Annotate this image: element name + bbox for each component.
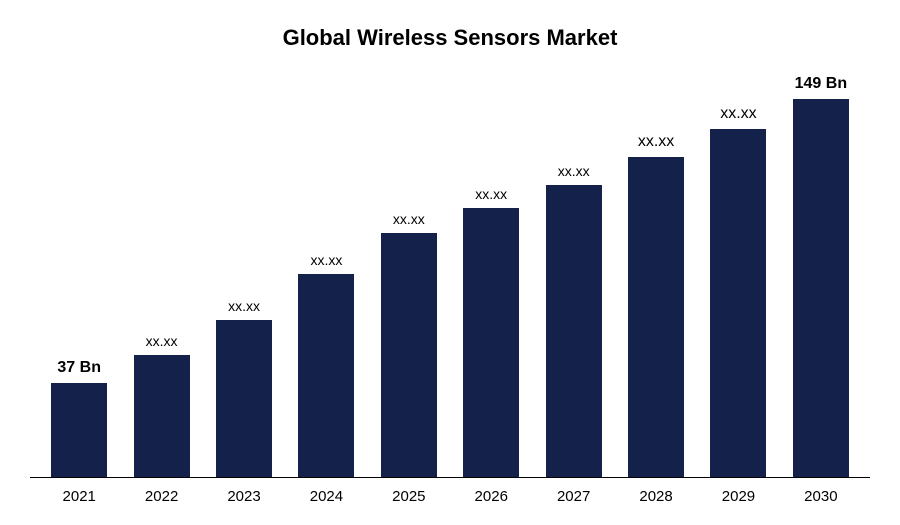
x-axis-tick: 2030	[780, 488, 862, 505]
bar-value-label: 149 Bn	[795, 75, 847, 93]
bar-group: xx.xx	[368, 71, 450, 477]
bar	[546, 185, 602, 477]
bar-group: xx.xx	[285, 71, 367, 477]
chart-container: Global Wireless Sensors Market 37 Bn xx.x…	[0, 0, 900, 525]
bar	[710, 129, 766, 477]
x-axis-tick: 2022	[120, 488, 202, 505]
bar	[51, 383, 107, 477]
bar	[134, 355, 190, 477]
bar-group: xx.xx	[450, 71, 532, 477]
x-axis-tick: 2027	[532, 488, 614, 505]
bar-value-label: xx.xx	[558, 163, 590, 179]
bar	[381, 233, 437, 477]
bar-value-label: xx.xx	[228, 298, 260, 314]
bar-group: xx.xx	[120, 71, 202, 477]
bar-group: 37 Bn	[38, 71, 120, 477]
bar	[793, 99, 849, 477]
bar-group: xx.xx	[203, 71, 285, 477]
bar-group: 149 Bn	[780, 71, 862, 477]
bar	[298, 274, 354, 477]
chart-area: 37 Bn xx.xx xx.xx xx.xx xx.xx xx.xx xx.xx xx.xx…	[30, 71, 870, 505]
bars-region: 37 Bn xx.xx xx.xx xx.xx xx.xx xx.xx xx.xx xx.xx…	[30, 71, 870, 478]
chart-title: Global Wireless Sensors Market	[30, 25, 870, 51]
bar-group: xx.xx	[697, 71, 779, 477]
bar	[216, 320, 272, 477]
bar-value-label: xx.xx	[720, 105, 756, 123]
bar-value-label: xx.xx	[475, 186, 507, 202]
bar-group: xx.xx	[532, 71, 614, 477]
bar-value-label: xx.xx	[638, 133, 674, 151]
x-axis-tick: 2023	[203, 488, 285, 505]
bar	[463, 208, 519, 477]
x-axis-tick: 2021	[38, 488, 120, 505]
bar-value-label: xx.xx	[393, 211, 425, 227]
x-axis: 2021202220232024202520262027202820292030	[30, 478, 870, 505]
x-axis-tick: 2028	[615, 488, 697, 505]
bar-value-label: xx.xx	[310, 252, 342, 268]
bar-value-label: 37 Bn	[57, 359, 101, 377]
bar	[628, 157, 684, 477]
x-axis-tick: 2024	[285, 488, 367, 505]
bar-value-label: xx.xx	[146, 333, 178, 349]
x-axis-tick: 2025	[368, 488, 450, 505]
x-axis-tick: 2026	[450, 488, 532, 505]
bar-group: xx.xx	[615, 71, 697, 477]
x-axis-tick: 2029	[697, 488, 779, 505]
